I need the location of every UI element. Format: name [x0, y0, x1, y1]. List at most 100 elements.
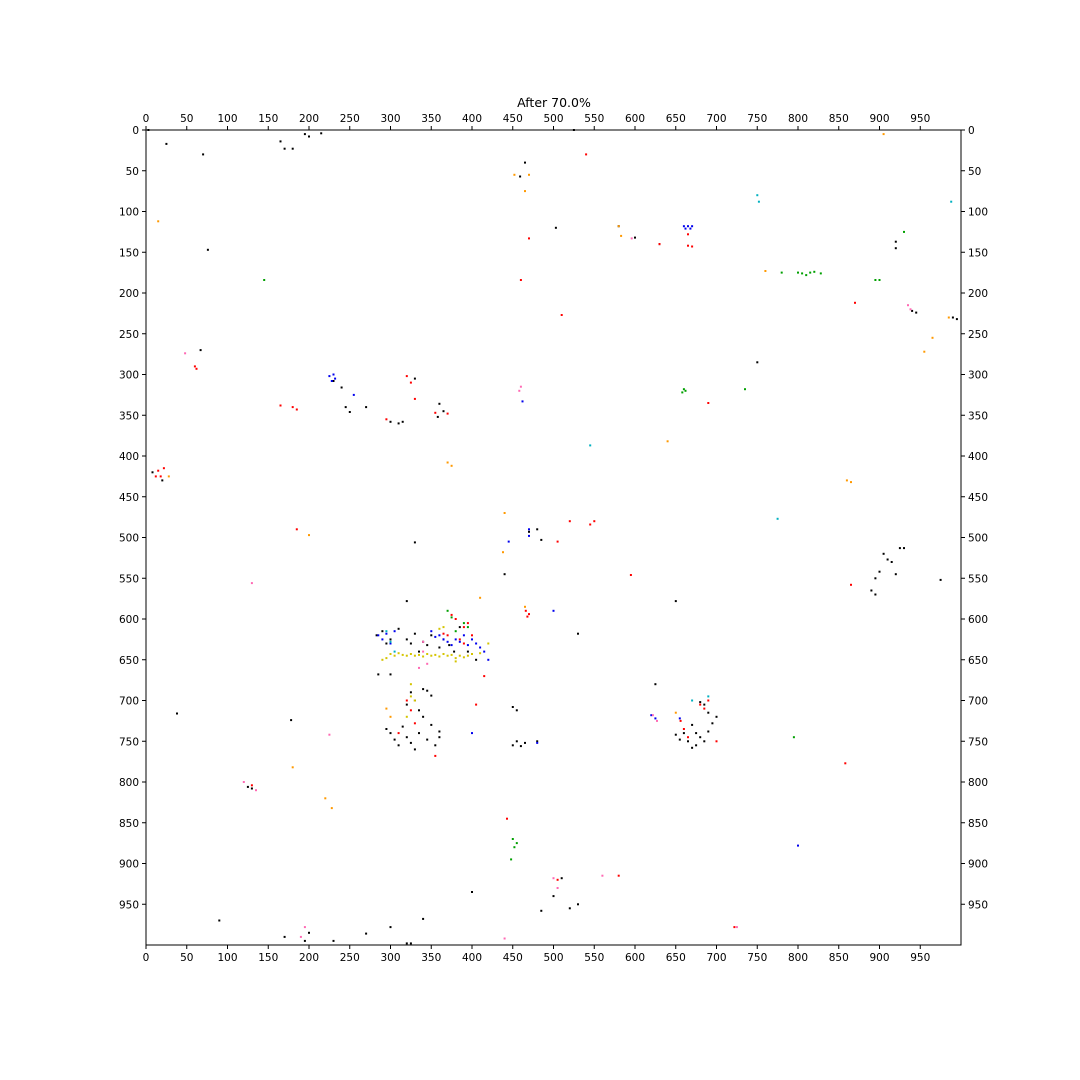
data-point [397, 627, 400, 630]
data-point [430, 694, 433, 697]
data-point [809, 271, 812, 274]
data-point [413, 397, 416, 400]
y-tick-label-left: 800 [119, 777, 139, 789]
data-point [503, 512, 506, 514]
data-point [585, 153, 588, 156]
x-tick-label-top: 950 [910, 113, 930, 125]
data-point [295, 408, 298, 411]
data-point [894, 247, 897, 250]
data-point [385, 657, 388, 660]
data-point [845, 479, 848, 482]
data-point [283, 935, 286, 938]
data-point [381, 658, 384, 661]
axes: 0050501001001501502002002502503003003503… [119, 113, 988, 964]
data-point [687, 233, 689, 236]
data-point [658, 243, 661, 246]
data-point [805, 274, 808, 277]
y-tick-label-left: 50 [126, 166, 139, 178]
data-point [850, 481, 852, 484]
data-point [453, 650, 456, 653]
data-point [442, 410, 445, 413]
data-point [413, 377, 416, 380]
data-point [446, 412, 449, 415]
data-point [442, 626, 445, 629]
data-point [242, 781, 245, 783]
data-point [365, 932, 368, 935]
data-point [405, 654, 408, 657]
y-tick-label-right: 550 [968, 573, 988, 585]
data-point [450, 464, 453, 467]
data-point [682, 732, 685, 735]
data-point [715, 715, 718, 718]
data-point [699, 701, 702, 704]
data-point [389, 640, 392, 643]
data-point [682, 225, 685, 228]
data-point [438, 646, 441, 649]
data-point [568, 520, 571, 523]
data-point [955, 318, 958, 321]
data-point [167, 475, 170, 478]
data-point [154, 475, 157, 478]
data-point [320, 132, 323, 135]
data-point [246, 785, 249, 788]
data-point [263, 279, 266, 281]
data-point [503, 573, 506, 576]
data-point [524, 609, 527, 612]
data-point [536, 740, 539, 743]
data-point [466, 644, 469, 647]
data-point [601, 874, 604, 877]
data-point [556, 540, 559, 543]
data-point [202, 153, 205, 156]
data-point [283, 147, 286, 150]
data-point [308, 135, 310, 138]
data-point [471, 638, 473, 641]
data-point [699, 703, 702, 706]
y-tick-label-left: 500 [119, 533, 139, 545]
data-point [450, 616, 453, 619]
data-point [951, 316, 954, 319]
data-point [691, 746, 694, 749]
y-tick-label-right: 600 [968, 614, 988, 626]
data-point [540, 909, 543, 912]
data-point [874, 593, 877, 596]
data-point [479, 652, 482, 655]
data-point [332, 373, 335, 376]
data-point [886, 558, 889, 561]
data-point [674, 733, 677, 736]
data-point [524, 190, 526, 193]
data-point [620, 234, 623, 237]
data-point [176, 712, 178, 715]
data-point [430, 654, 433, 657]
data-point [682, 728, 685, 730]
data-point [552, 895, 555, 898]
data-point [250, 784, 253, 787]
data-point [426, 689, 429, 692]
data-point [332, 939, 335, 942]
data-point [448, 644, 451, 647]
data-point [401, 653, 404, 656]
data-point [303, 133, 306, 136]
data-point [707, 711, 710, 714]
data-point [430, 630, 433, 633]
data-point [528, 528, 530, 531]
data-point [446, 640, 449, 643]
data-point [540, 538, 543, 541]
data-point [475, 642, 478, 645]
data-point [882, 133, 885, 136]
data-point [528, 237, 530, 240]
data-point [687, 740, 689, 743]
data-point [393, 738, 396, 741]
data-point [409, 691, 412, 694]
data-point [589, 523, 592, 526]
data-point [454, 638, 457, 641]
data-point [385, 728, 388, 730]
data-point [744, 388, 746, 391]
y-tick-label-right: 750 [968, 736, 988, 748]
data-point [487, 642, 490, 645]
data-point [344, 406, 347, 409]
data-point [903, 547, 905, 550]
y-tick-label-left: 450 [119, 492, 139, 504]
data-point [915, 311, 918, 314]
data-point [552, 877, 555, 880]
